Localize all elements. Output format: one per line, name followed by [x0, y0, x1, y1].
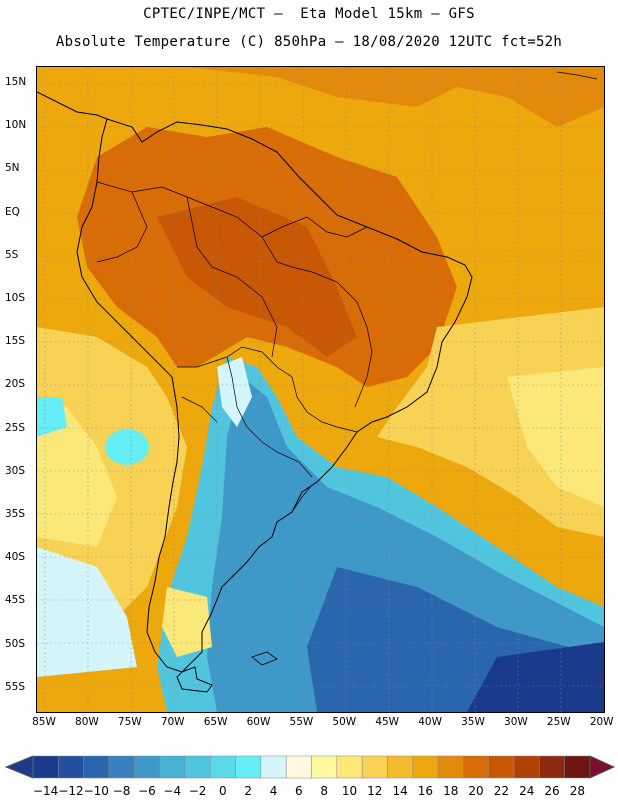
cold-eddy-west: [105, 429, 149, 465]
colorbar-label: −12: [58, 784, 84, 798]
lon-label: 35W: [461, 716, 485, 728]
colorbar-label: −6: [138, 784, 156, 798]
colorbar-swatch: [361, 755, 388, 779]
hottest-region: [157, 197, 357, 357]
pale-patch-southwest: [37, 547, 137, 677]
colorbar-label: 14: [392, 784, 408, 798]
lat-label: 10S: [5, 292, 26, 304]
colorbar-swatch: [235, 755, 262, 779]
colorbar-label: −2: [188, 784, 207, 798]
colorbar-swatch: [32, 755, 59, 779]
colorbar-swatch: [488, 755, 515, 779]
falkland-islands: [251, 651, 278, 666]
colorbar-swatch: [336, 755, 363, 779]
lat-label: 5N: [5, 162, 20, 175]
lon-label: 70W: [160, 716, 185, 728]
colorbar-label: 26: [544, 784, 560, 798]
colorbar-swatch: [83, 755, 110, 779]
cold-patch-west: [37, 397, 67, 437]
lat-label: 25S: [5, 421, 26, 434]
colorbar-swatch: [311, 755, 338, 779]
chart-title-line1: CPTEC/INPE/MCT – Eta Model 15km – GFS: [143, 6, 475, 22]
lat-label: 40S: [5, 551, 26, 564]
yellow-band-east: [377, 307, 604, 537]
lon-label: 25W: [546, 716, 571, 728]
colorbar-label: 12: [367, 784, 383, 798]
chart-title-line2: Absolute Temperature (C) 850hPa – 18/08/…: [55, 34, 563, 50]
lon-label: 30W: [504, 716, 528, 728]
colorbar-swatch: [437, 755, 464, 779]
lat-label: 5S: [5, 248, 19, 261]
colorbar-label: 2: [244, 784, 253, 798]
colorbar-label: 10: [341, 784, 358, 798]
deep-cold-southeast: [467, 642, 604, 712]
temperature-map: [36, 66, 605, 713]
colder-core: [207, 377, 604, 712]
lat-label: 55S: [5, 680, 26, 693]
light-yellow-west: [37, 397, 117, 547]
colorbar-low-arrow: [4, 755, 34, 779]
colorbar-label: 0: [219, 784, 227, 798]
colorbar-label: −14: [32, 784, 59, 798]
colorbar-label: 20: [468, 784, 484, 798]
lon-label: 60W: [246, 716, 271, 728]
colorbar-swatch: [134, 755, 160, 779]
colorbar-label: 4: [269, 784, 278, 798]
colorbar-swatch: [184, 755, 211, 779]
colorbar-swatch: [387, 755, 414, 779]
graticule: [37, 67, 604, 712]
colorbar-swatch: [58, 755, 84, 779]
lat-label: 20S: [5, 378, 26, 391]
lon-label: 40W: [418, 716, 442, 728]
colorbar-swatch: [260, 755, 287, 779]
warm-patch-patagonia: [162, 587, 212, 657]
lon-label: 20W: [589, 716, 614, 728]
lon-label: 55W: [289, 716, 314, 728]
lon-label: 50W: [332, 716, 357, 728]
map-canvas: [37, 67, 604, 712]
colorbar-high-arrow: [589, 755, 616, 779]
colorbar-label: 24: [519, 784, 535, 798]
colorbar-label: 6: [295, 784, 303, 798]
colorbar-swatch: [539, 755, 565, 779]
colorbar-swatch: [412, 755, 439, 779]
colorbar-swatch: [108, 755, 135, 779]
warm-band-north: [37, 67, 604, 127]
lon-label: 65W: [203, 716, 228, 728]
colorbar-swatch: [564, 755, 591, 779]
light-yellow-east: [507, 367, 604, 507]
lat-label: 45S: [5, 594, 26, 607]
colorbar-label: 28: [569, 784, 585, 798]
colorbar-swatch: [159, 755, 186, 779]
lat-label: 15S: [5, 335, 26, 348]
lon-label: 85W: [32, 716, 56, 728]
lon-label: 45W: [375, 716, 400, 728]
colorbar-label: 8: [320, 784, 328, 798]
colorbar-label: 18: [443, 784, 459, 798]
lon-label: 75W: [117, 716, 142, 728]
colorbar-swatch: [209, 755, 236, 779]
lat-label: 50S: [5, 637, 26, 650]
colorbar-swatch: [513, 755, 540, 779]
lon-label: 80W: [75, 716, 99, 728]
colorbar: [4, 755, 616, 779]
central-america-coast: [37, 91, 108, 120]
country-borders: [96, 181, 373, 513]
lat-label: EQ: [5, 205, 20, 218]
colorbar-swatch: [285, 755, 312, 779]
colorbar-label: −4: [163, 784, 182, 798]
south-america-coastline: [76, 118, 473, 693]
lat-label: 30S: [5, 464, 26, 477]
caribbean-islands: [556, 71, 598, 80]
colorbar-label: 22: [493, 784, 510, 798]
lat-label: 10N: [5, 119, 27, 132]
colorbar-label: −10: [83, 784, 109, 798]
lat-label: 35S: [5, 508, 26, 520]
yellow-band-west: [37, 327, 187, 627]
lat-label: 15N: [5, 76, 27, 88]
colorbar-swatch: [463, 755, 489, 779]
colorbar-label: −8: [112, 784, 131, 798]
colorbar-label: 16: [417, 784, 434, 798]
